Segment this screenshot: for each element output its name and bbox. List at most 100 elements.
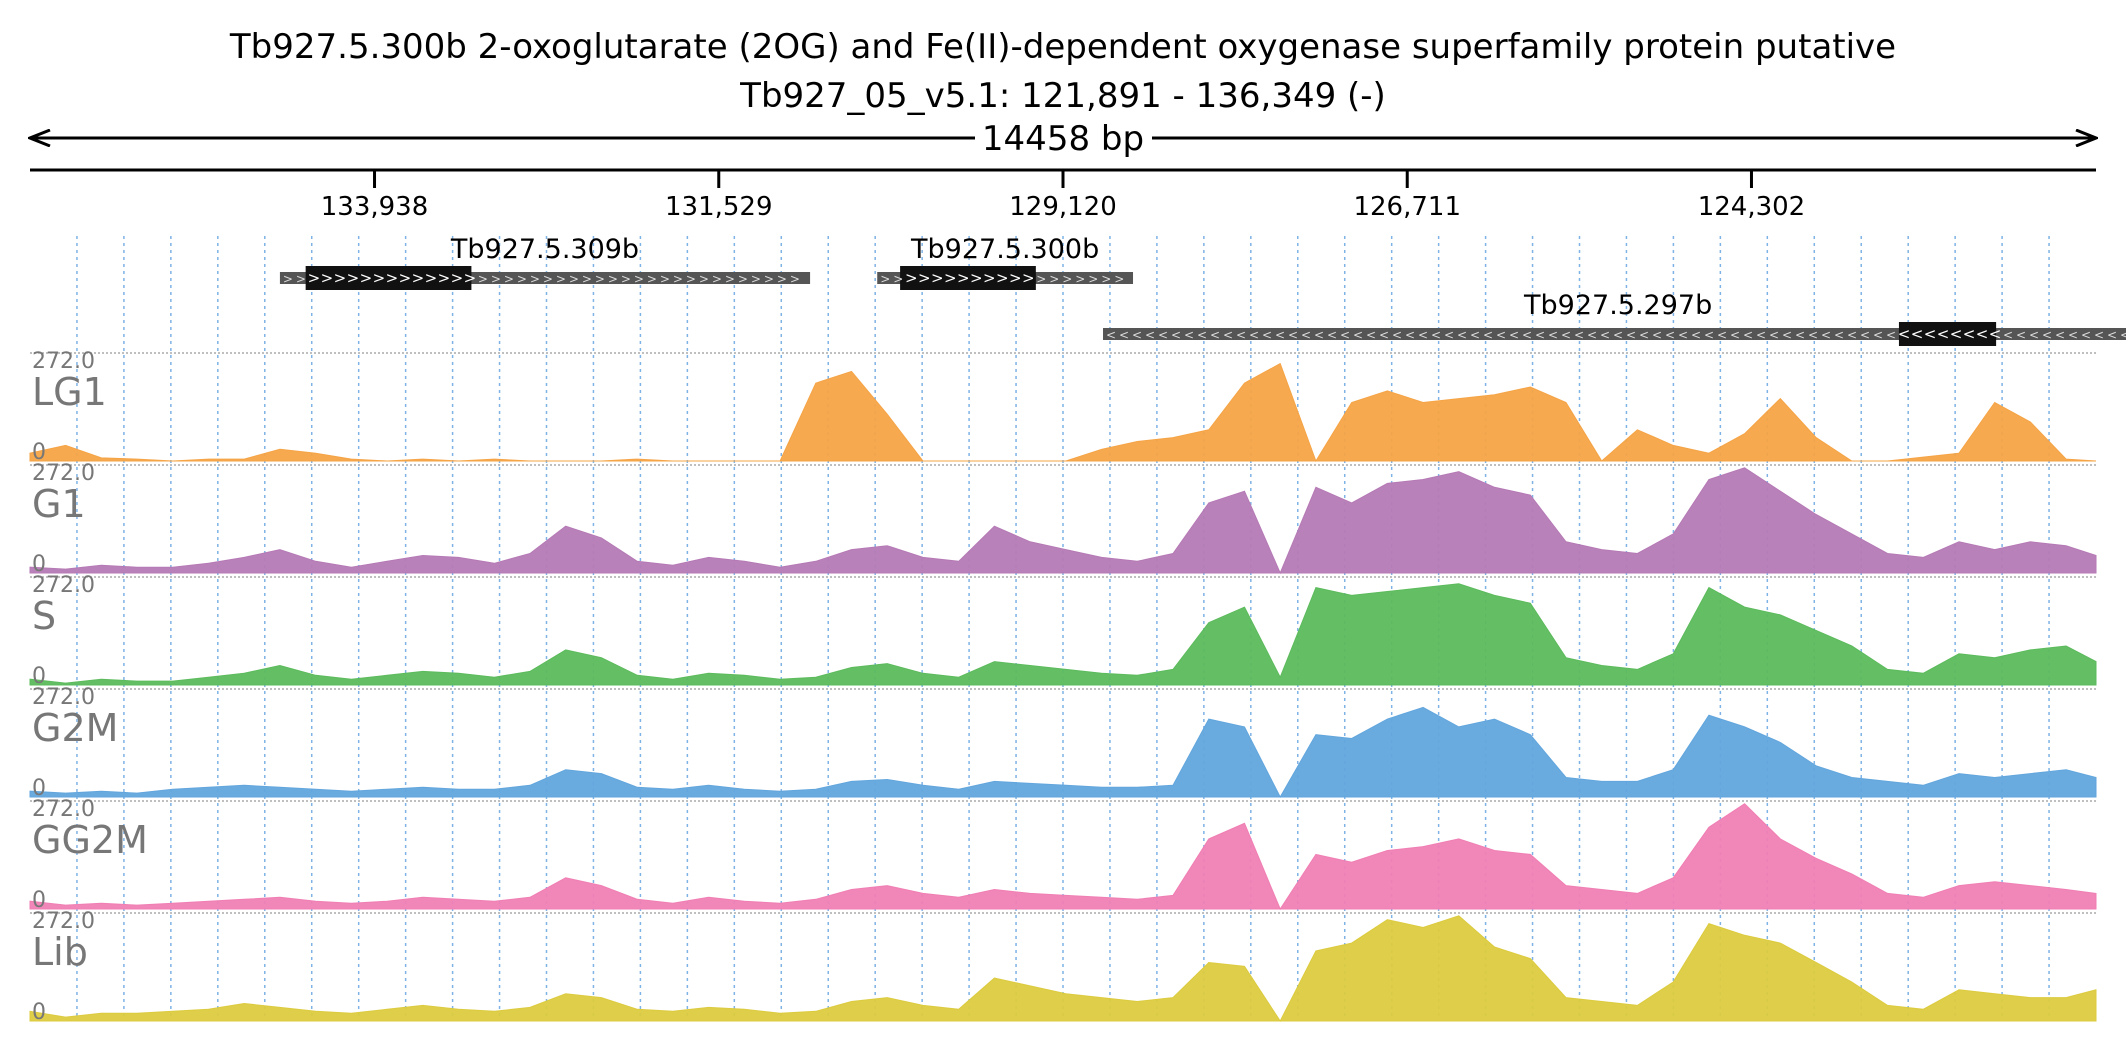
strand-chevron: > (347, 269, 360, 287)
strand-chevron: < (2068, 328, 2078, 342)
strand-chevron: < (2094, 328, 2104, 342)
y-max-label: 272.0 (32, 685, 95, 710)
strand-chevron: > (1075, 272, 1085, 286)
strand-chevron: < (1418, 328, 1428, 342)
strand-chevron: > (321, 269, 334, 287)
strand-chevron: > (777, 272, 787, 286)
strand-chevron: > (931, 269, 944, 287)
strand-chevron: > (983, 269, 996, 287)
y-min-label: 0 (32, 888, 46, 913)
strand-chevron: > (893, 272, 903, 286)
strand-chevron: < (1561, 328, 1571, 342)
strand-chevron: < (1496, 328, 1506, 342)
strand-chevron: < (1262, 328, 1272, 342)
coverage-area (29, 915, 2097, 1022)
strand-chevron: > (373, 269, 386, 287)
strand-chevron: > (1009, 269, 1022, 287)
strand-chevron: < (1574, 328, 1584, 342)
strand-chevron: > (686, 272, 696, 286)
y-max-label: 272.0 (32, 797, 95, 822)
strand-chevron: < (1171, 328, 1181, 342)
coverage-area (29, 706, 2097, 799)
track-name: G2M (32, 706, 118, 750)
strand-chevron: < (1989, 325, 2002, 343)
strand-chevron: > (944, 269, 957, 287)
strand-chevron: > (1114, 272, 1124, 286)
strand-chevron: < (1444, 328, 1454, 342)
strand-chevron: < (1288, 328, 1298, 342)
strand-chevron: < (1132, 328, 1142, 342)
strand-chevron: < (1314, 328, 1324, 342)
strand-chevron: < (1678, 328, 1688, 342)
strand-chevron: > (478, 272, 488, 286)
track-name: LG1 (32, 370, 107, 414)
strand-chevron: < (1587, 328, 1597, 342)
strand-chevron: < (1340, 328, 1350, 342)
strand-chevron: < (1509, 328, 1519, 342)
strand-chevron: > (438, 269, 451, 287)
strand-chevron: < (1249, 328, 1259, 342)
strand-chevron: < (1639, 328, 1649, 342)
tick-label: 129,120 (1009, 192, 1117, 222)
strand-chevron: > (386, 269, 399, 287)
strand-chevron: > (556, 272, 566, 286)
strand-chevron: < (1924, 325, 1937, 343)
strand-chevron: < (1691, 328, 1701, 342)
strand-chevron: < (1626, 328, 1636, 342)
coverage-track: 272.0 0 Lib (29, 909, 2097, 1025)
strand-chevron: > (517, 272, 527, 286)
gene-cds (900, 266, 1036, 290)
strand-chevron: < (1275, 328, 1285, 342)
gene-cds (1898, 322, 1997, 346)
y-max-label: 272.0 (32, 573, 95, 598)
strand-chevron: > (1036, 272, 1046, 286)
tick-label: 126,711 (1353, 192, 1461, 222)
y-min-label: 0 (32, 440, 46, 465)
strand-chevron: < (1366, 328, 1376, 342)
coverage-area (29, 467, 2097, 575)
strand-chevron: > (621, 272, 631, 286)
axis-ticks: 133,938 131,529 129,120 126,711 124,302 (321, 170, 1805, 222)
strand-chevron: < (1106, 328, 1116, 342)
strand-chevron: > (790, 272, 800, 286)
strand-chevron: > (608, 272, 618, 286)
strand-chevron: > (660, 272, 670, 286)
span-length-label: 14458 bp (982, 119, 1144, 159)
strand-chevron: < (1730, 328, 1740, 342)
track-name: G1 (32, 482, 86, 526)
strand-chevron: < (2107, 328, 2117, 342)
y-max-label: 272.0 (32, 461, 95, 486)
strand-chevron: > (880, 272, 890, 286)
strand-chevron: < (1834, 328, 1844, 342)
gene-track: > > > > > > > > > > > > > > > > > > > > > > > > > > > > > > > > > > > > > > > >… (279, 234, 2126, 346)
strand-chevron: < (1600, 328, 1610, 342)
strand-chevron: > (957, 269, 970, 287)
strand-chevron: < (1405, 328, 1415, 342)
gene-label: Tb927.5.309b (450, 234, 639, 265)
strand-chevron: > (918, 269, 931, 287)
strand-chevron: < (1236, 328, 1246, 342)
strand-chevron: < (1197, 328, 1207, 342)
tick-label: 124,302 (1698, 192, 1806, 222)
strand-chevron: < (1652, 328, 1662, 342)
strand-chevron: < (1847, 328, 1857, 342)
strand-chevron: < (1950, 325, 1963, 343)
strand-chevron: < (2016, 328, 2026, 342)
strand-chevron: > (1022, 269, 1035, 287)
chart-title: Tb927.5.300b 2-oxoglutarate (2OG) and Fe… (229, 27, 1896, 67)
strand-chevron: > (334, 269, 347, 287)
strand-chevron: < (1782, 328, 1792, 342)
strand-chevron: < (1119, 328, 1129, 342)
strand-chevron: > (464, 269, 477, 287)
strand-chevron: < (1535, 328, 1545, 342)
strand-chevron: > (764, 272, 774, 286)
strand-chevron: > (595, 272, 605, 286)
strand-chevron: < (1548, 328, 1558, 342)
tick-label: 131,529 (665, 192, 773, 222)
coverage-area (29, 362, 2097, 463)
strand-chevron: < (1392, 328, 1402, 342)
y-min-label: 0 (32, 1000, 46, 1025)
strand-chevron: > (451, 269, 464, 287)
